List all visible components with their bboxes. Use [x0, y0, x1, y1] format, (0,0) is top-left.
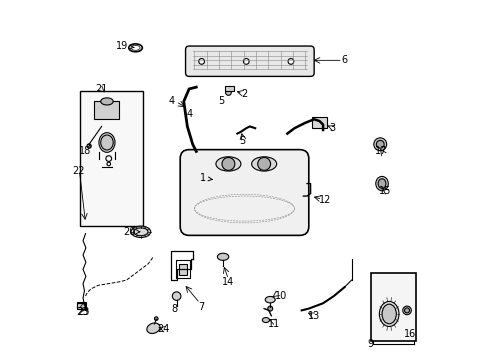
- Text: 22: 22: [72, 166, 84, 176]
- Bar: [80, 91, 142, 226]
- Text: 2: 2: [241, 89, 247, 99]
- Circle shape: [287, 59, 293, 64]
- Text: 8: 8: [171, 304, 178, 314]
- Text: 17: 17: [374, 146, 386, 156]
- Text: 12: 12: [318, 195, 330, 205]
- FancyBboxPatch shape: [180, 150, 308, 235]
- Text: 20: 20: [123, 227, 140, 237]
- Ellipse shape: [375, 176, 387, 191]
- Ellipse shape: [99, 133, 115, 152]
- FancyBboxPatch shape: [185, 46, 313, 76]
- Text: 18: 18: [79, 147, 91, 157]
- Circle shape: [225, 90, 231, 95]
- Text: 6: 6: [341, 55, 347, 65]
- Bar: [94, 102, 119, 119]
- Circle shape: [267, 306, 272, 311]
- Bar: [312, 117, 326, 128]
- Bar: [224, 86, 233, 91]
- Text: 3: 3: [328, 123, 334, 133]
- Ellipse shape: [131, 226, 150, 238]
- Circle shape: [154, 317, 158, 320]
- Ellipse shape: [381, 304, 395, 324]
- Text: 23: 23: [76, 307, 88, 317]
- Ellipse shape: [216, 157, 241, 171]
- Circle shape: [222, 157, 234, 170]
- Text: 11: 11: [267, 319, 279, 329]
- Text: 5: 5: [218, 96, 224, 107]
- Ellipse shape: [264, 296, 275, 303]
- Text: 16: 16: [403, 329, 415, 339]
- Bar: [77, 302, 85, 309]
- Text: 24: 24: [157, 324, 169, 334]
- Text: 1: 1: [200, 173, 212, 183]
- Ellipse shape: [379, 301, 398, 327]
- Ellipse shape: [262, 318, 269, 323]
- Circle shape: [172, 292, 181, 300]
- Bar: [77, 303, 85, 309]
- Circle shape: [376, 140, 384, 148]
- Ellipse shape: [101, 98, 113, 105]
- Ellipse shape: [146, 323, 160, 333]
- Circle shape: [404, 308, 408, 313]
- Bar: [179, 264, 186, 275]
- Ellipse shape: [101, 135, 113, 150]
- Circle shape: [243, 59, 248, 64]
- Circle shape: [87, 144, 91, 148]
- Circle shape: [257, 157, 270, 170]
- Text: 14: 14: [222, 277, 234, 287]
- Bar: [176, 260, 190, 278]
- Text: 4: 4: [168, 96, 174, 107]
- Text: 4: 4: [186, 109, 192, 119]
- Bar: [370, 273, 415, 341]
- Text: 13: 13: [307, 311, 320, 321]
- Ellipse shape: [217, 253, 228, 260]
- Text: 21: 21: [95, 84, 107, 94]
- Circle shape: [373, 138, 386, 151]
- Text: 19: 19: [116, 41, 134, 51]
- Circle shape: [402, 306, 410, 315]
- Ellipse shape: [377, 179, 385, 188]
- Text: 7: 7: [198, 302, 204, 312]
- Text: 9: 9: [366, 339, 372, 349]
- Ellipse shape: [251, 157, 276, 171]
- Circle shape: [198, 59, 204, 64]
- Text: 5: 5: [239, 136, 245, 146]
- Text: 23: 23: [78, 307, 90, 317]
- Text: 15: 15: [379, 186, 391, 197]
- Text: 10: 10: [274, 291, 286, 301]
